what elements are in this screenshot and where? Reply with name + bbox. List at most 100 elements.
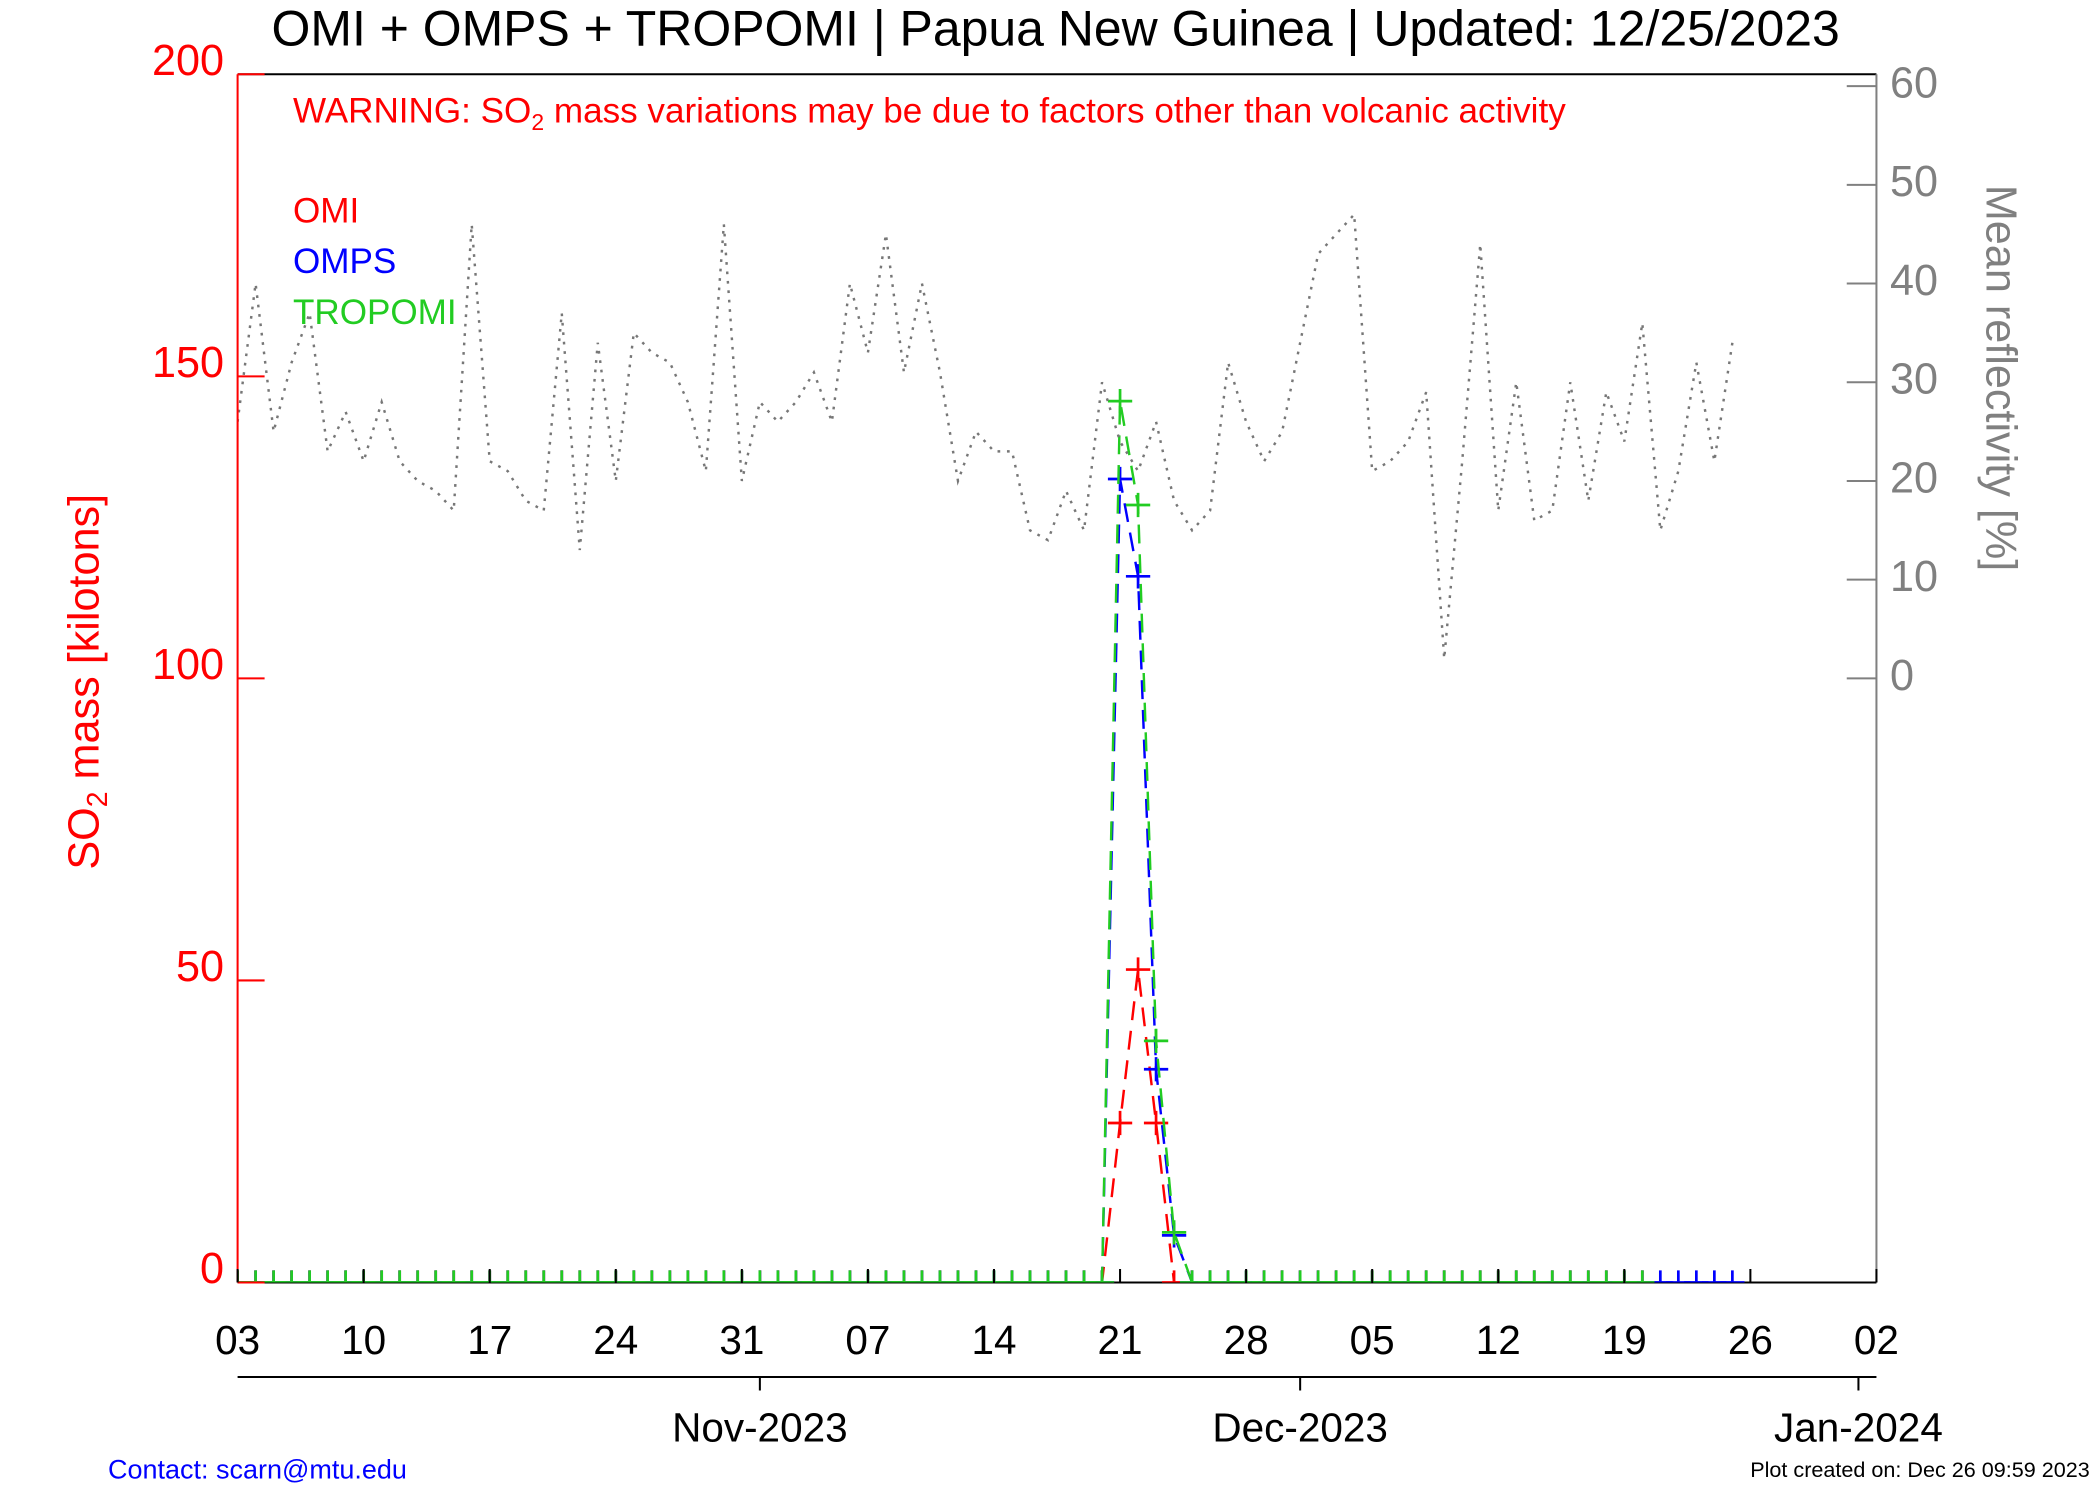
plus-marker [1594, 1270, 1619, 1283]
plus-marker [1342, 1270, 1367, 1283]
y2-tick-label: 50 [1890, 158, 1938, 206]
x-tick-label: 19 [1602, 1317, 1647, 1363]
plus-marker [405, 1270, 430, 1283]
plus-marker [801, 1270, 827, 1283]
plus-marker [243, 1270, 268, 1283]
contact: Contact: scarn@mtu.edu [108, 1455, 407, 1485]
plus-marker [999, 1270, 1025, 1283]
y-tick-label: 200 [152, 37, 224, 85]
plus-marker [837, 1270, 863, 1283]
plus-marker [513, 1270, 538, 1283]
x-tick-label: 21 [1098, 1317, 1143, 1363]
plus-marker [1089, 1270, 1115, 1283]
plus-marker [783, 1270, 809, 1283]
plus-marker [279, 1270, 304, 1283]
plus-marker [909, 1270, 935, 1283]
plus-marker [1504, 1270, 1529, 1283]
month-label: Dec-2023 [1212, 1405, 1388, 1451]
plus-marker [873, 1270, 899, 1283]
plus-marker [495, 1270, 520, 1283]
plus-marker [891, 1270, 917, 1283]
x-tick-label: 31 [719, 1317, 764, 1363]
plus-marker [1414, 1270, 1439, 1283]
y-label-text: SO [61, 807, 109, 869]
plus-marker [1684, 1270, 1709, 1283]
plus-marker [1324, 1270, 1349, 1283]
plus-marker [1287, 1270, 1313, 1283]
plus-marker [297, 1270, 322, 1283]
plus-marker [945, 1270, 971, 1283]
plus-marker [1143, 1028, 1169, 1053]
plus-marker [1053, 1270, 1079, 1283]
plus-marker [1143, 1057, 1169, 1082]
x-tick-label: 03 [215, 1317, 260, 1363]
plus-marker [387, 1270, 412, 1283]
warning-subscript: 2 [531, 109, 544, 135]
plus-marker [1522, 1270, 1547, 1283]
warning-text: WARNING: SO [293, 92, 531, 131]
plus-marker [441, 1270, 466, 1283]
x-tick-label: 17 [467, 1317, 512, 1363]
plus-marker [1558, 1270, 1583, 1283]
plus-marker [1432, 1270, 1457, 1283]
plus-marker [1378, 1270, 1403, 1283]
plus-marker [459, 1270, 484, 1283]
plus-marker [1125, 492, 1151, 518]
y2-tick-label: 30 [1890, 356, 1938, 404]
plus-marker [585, 1270, 610, 1283]
plus-marker [675, 1270, 700, 1283]
plus-marker [531, 1270, 556, 1283]
plus-marker [567, 1270, 592, 1283]
x-tick-label: 02 [1854, 1317, 1899, 1363]
x-tick-label: 12 [1476, 1317, 1521, 1363]
chart-title: OMI + OMPS + TROPOMI | Papua New Guinea … [272, 1, 1840, 57]
month-label: Nov-2023 [672, 1405, 848, 1451]
y-label-subscript: 2 [82, 791, 114, 807]
plus-marker [369, 1270, 394, 1283]
legend-entry: TROPOMI [293, 293, 457, 332]
plus-marker [1251, 1270, 1277, 1283]
plus-marker [261, 1270, 286, 1283]
plus-marker [315, 1270, 340, 1283]
series-line [237, 478, 1733, 1283]
plus-marker [1035, 1270, 1061, 1283]
plus-marker [1107, 466, 1133, 492]
y-tick-label: 0 [200, 1245, 224, 1293]
plus-marker [765, 1270, 791, 1283]
series-line [237, 211, 1734, 659]
y2-tick-label: 20 [1890, 454, 1938, 502]
plus-marker [657, 1270, 682, 1283]
x-tick-label: 10 [341, 1317, 386, 1363]
plus-marker [1269, 1270, 1295, 1283]
plus-marker [1125, 957, 1151, 982]
created-note: Plot created on: Dec 26 09:59 2023 [1750, 1457, 2089, 1482]
plus-marker [333, 1270, 358, 1283]
plus-marker [1396, 1270, 1421, 1283]
plus-marker [711, 1270, 736, 1283]
plus-marker [423, 1270, 448, 1283]
plus-marker [1215, 1270, 1241, 1283]
plus-marker [1450, 1270, 1475, 1283]
plus-marker [1071, 1270, 1097, 1283]
x-tick-label: 26 [1728, 1317, 1773, 1363]
y2-tick-label: 60 [1890, 60, 1938, 108]
plus-marker [819, 1270, 845, 1283]
plus-marker [1179, 1270, 1205, 1283]
x-tick-label: 14 [971, 1317, 1016, 1363]
legend-entry: OMPS [293, 242, 396, 281]
plus-marker [621, 1270, 646, 1283]
plus-marker [747, 1270, 773, 1283]
plus-marker [639, 1270, 664, 1283]
warning: WARNING: SO2 mass variations may be due … [293, 92, 1566, 136]
plus-marker [693, 1270, 718, 1283]
plus-marker [927, 1270, 953, 1283]
y2-axis-label: Mean reflectivity [%] [1977, 185, 2025, 571]
plus-marker [1107, 1110, 1133, 1136]
y-tick-label: 50 [176, 943, 224, 991]
plus-marker [1197, 1270, 1223, 1283]
plus-marker [1666, 1270, 1691, 1283]
series-line [237, 969, 1643, 1283]
plus-marker [1306, 1270, 1331, 1283]
y-label-text: mass [kilotons] [61, 494, 109, 792]
plus-marker [1468, 1270, 1493, 1283]
